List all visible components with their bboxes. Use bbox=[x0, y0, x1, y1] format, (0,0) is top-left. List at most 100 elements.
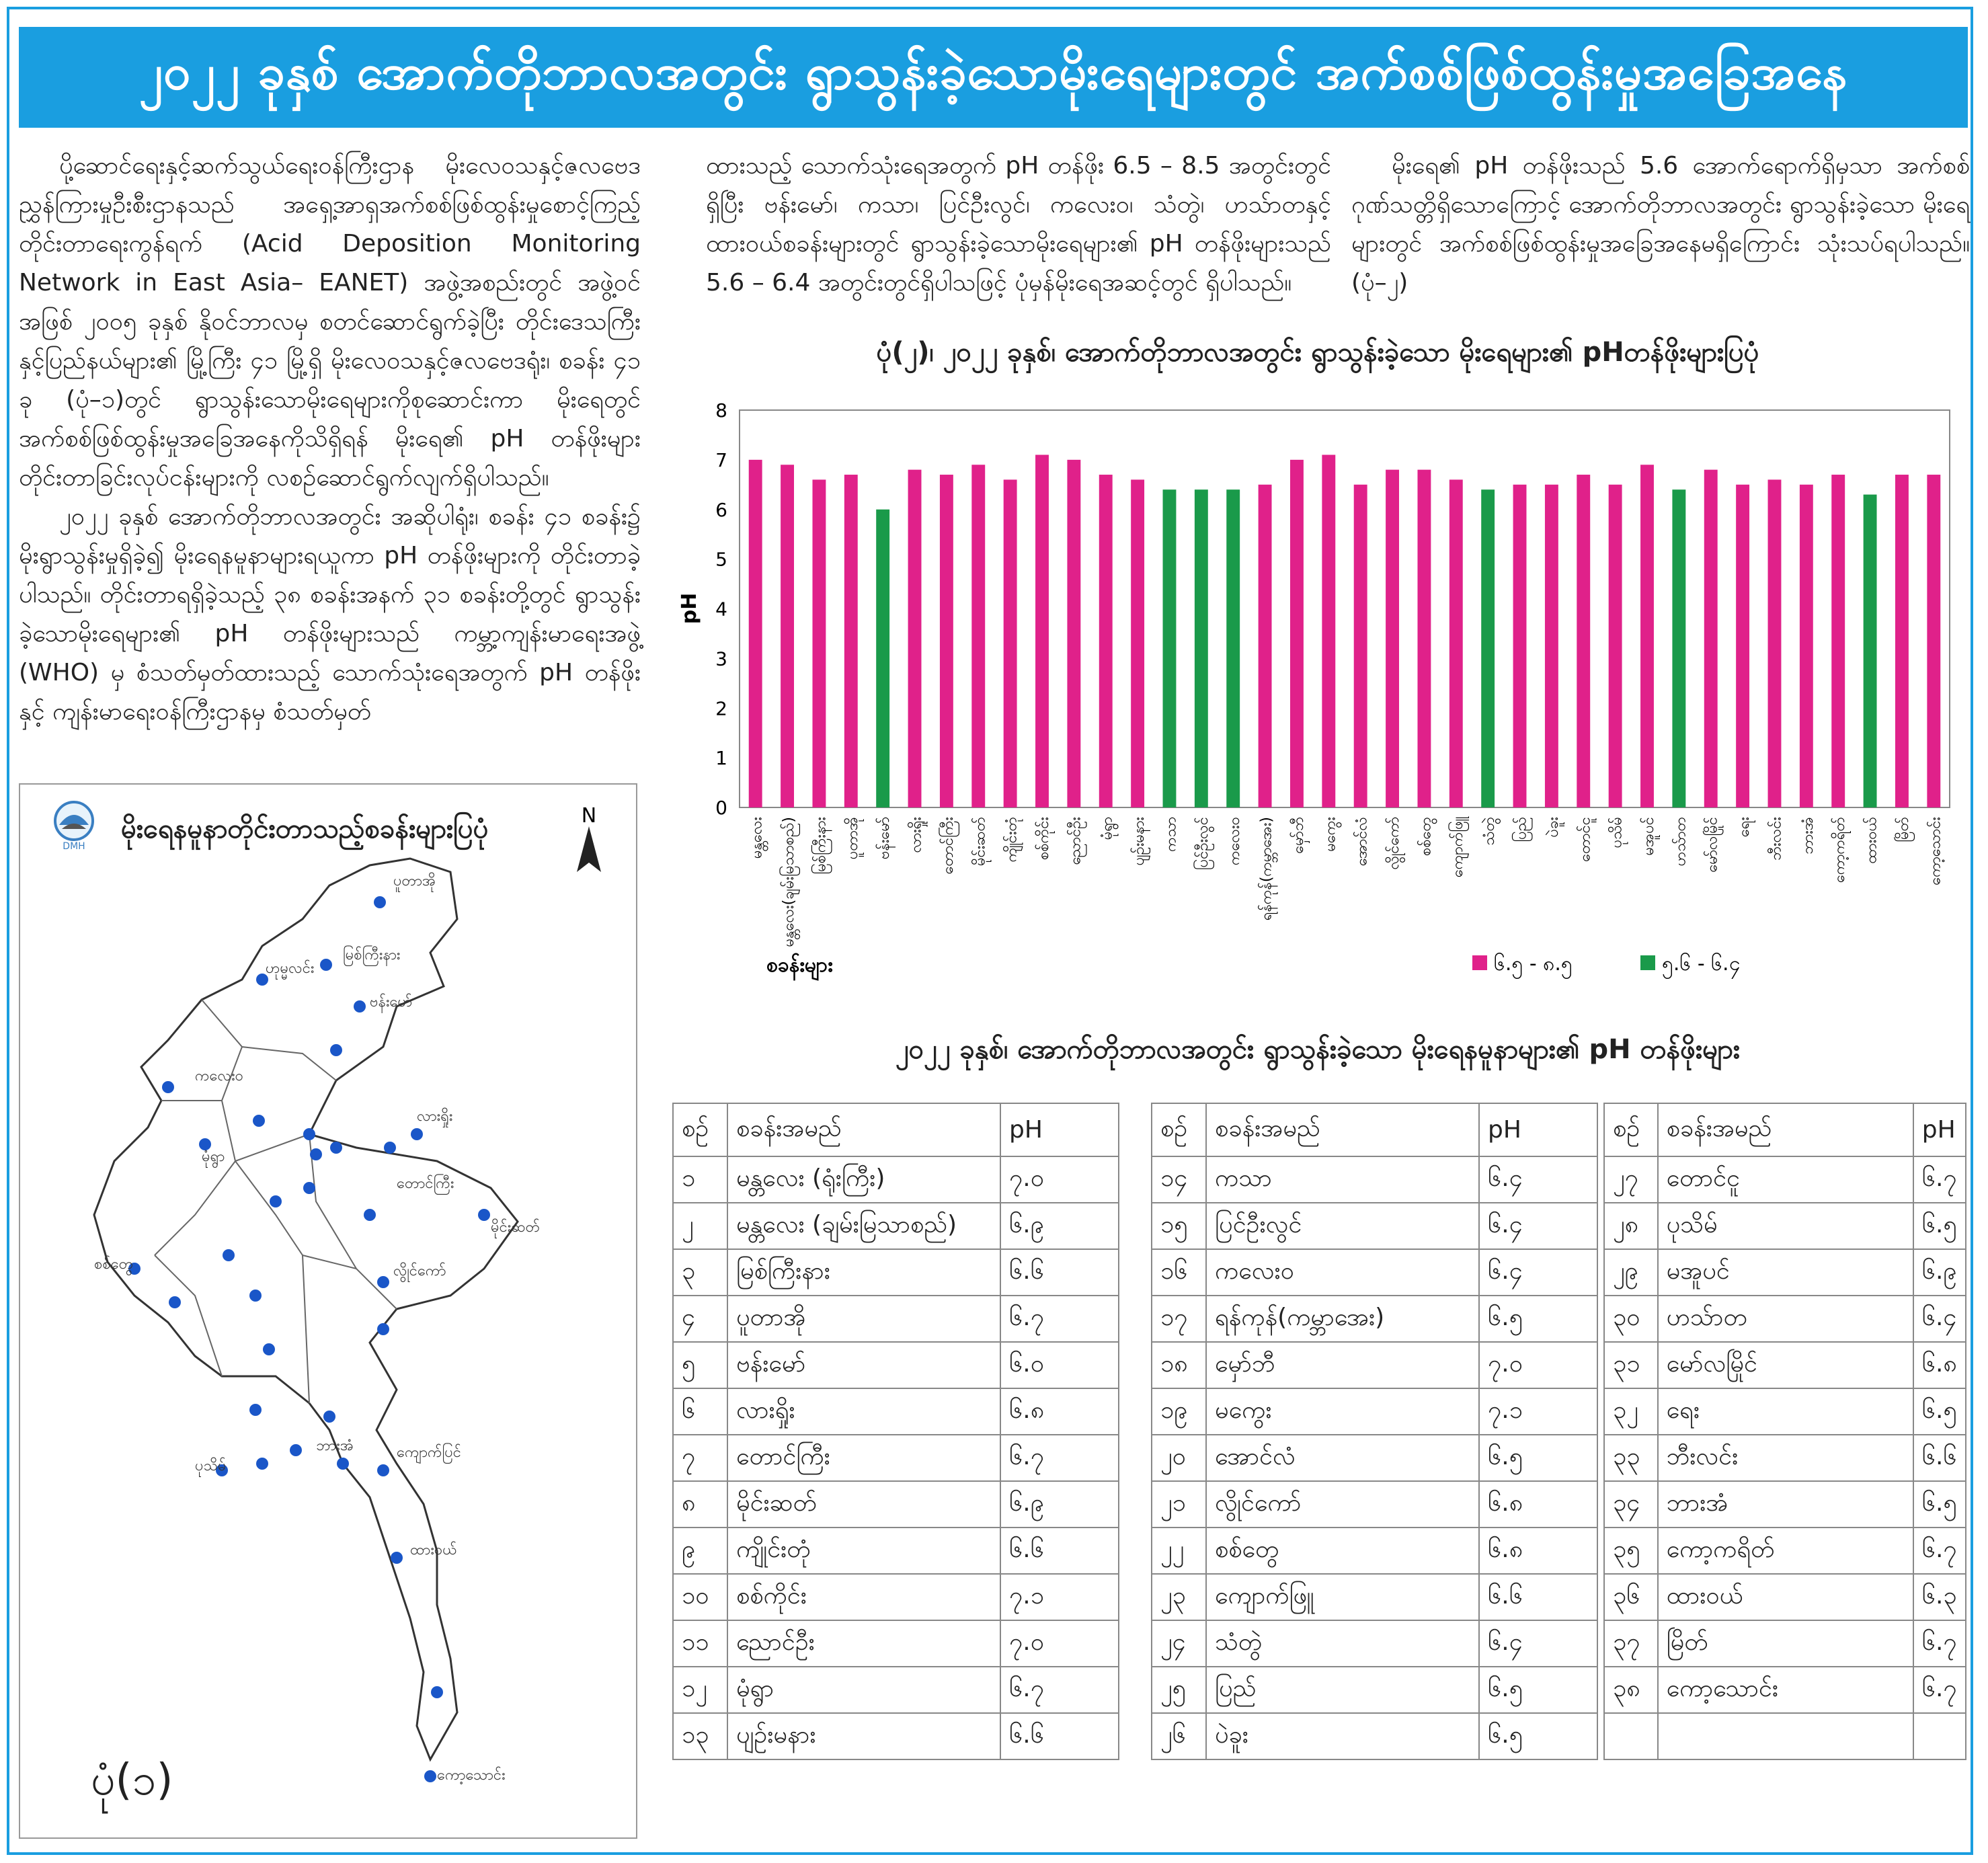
map-place-label: ဟုမ္မလင်း bbox=[266, 959, 315, 980]
chart-bar bbox=[1799, 484, 1813, 807]
chart-bar bbox=[1067, 459, 1081, 807]
x-tick-label: ထားဝယ် bbox=[1863, 817, 1880, 864]
table-row: ၆လားရှိုး ၆.၈ bbox=[672, 1388, 1119, 1435]
station-name: ကော့ကရိတ် bbox=[1657, 1527, 1914, 1575]
row-number: ၁၀ bbox=[672, 1573, 728, 1621]
chart-bar bbox=[1736, 484, 1750, 807]
x-tick-label: ကော့ကရိတ် bbox=[1831, 817, 1851, 883]
chart-bar bbox=[1003, 479, 1017, 807]
ph-value: ၆.၅ bbox=[1478, 1434, 1598, 1482]
station-name: ကျောက်ဖြူ bbox=[1205, 1573, 1480, 1621]
ph-value: ၆.၉ bbox=[1912, 1248, 1967, 1296]
ph-value: ၆.၆ bbox=[1000, 1248, 1119, 1296]
table-header-cell: စဉ် bbox=[672, 1103, 728, 1157]
ph-value: ၆.၄ bbox=[1478, 1156, 1598, 1203]
table-header-row: စဉ် စခန်းအမည် pH bbox=[1151, 1103, 1598, 1157]
ph-value: ၆.၈ bbox=[1478, 1480, 1598, 1528]
station-name: ညောင်ဦး bbox=[727, 1620, 1001, 1667]
row-number: ၃၁ bbox=[1603, 1341, 1659, 1389]
station-name: မိုင်းဆတ် bbox=[727, 1480, 1001, 1528]
ph-value: ၆.၇ bbox=[1912, 1156, 1967, 1203]
map-place-label: လားရှိုး bbox=[417, 1107, 452, 1127]
chart-svg: pH 0 1 2 3 4 5 6 7 8 မန္တလေး မန္တလေး(ချမ်းမြသာစည်… bbox=[678, 399, 1950, 982]
chart-bar bbox=[1386, 469, 1399, 807]
x-tick-label: လွိုင်ကော် bbox=[1385, 817, 1406, 870]
map-place-label: စစ်တွေ bbox=[94, 1255, 133, 1276]
ph-value: ၆.၇ bbox=[1000, 1434, 1119, 1482]
ph-value: ၆.၇ bbox=[1000, 1295, 1119, 1343]
chart-bar bbox=[1863, 494, 1877, 807]
chart-bar bbox=[1927, 475, 1941, 807]
x-tick-label: ကော့သောင်း bbox=[1926, 817, 1945, 885]
station-name: ကသာ bbox=[1205, 1156, 1480, 1203]
chart-bar bbox=[1767, 479, 1782, 807]
map-place-label: ကလေးဝ bbox=[195, 1068, 243, 1084]
row-number: ၃၂ bbox=[1603, 1388, 1659, 1435]
ph-value: ၆.၆ bbox=[1000, 1712, 1119, 1760]
map-title: မိုးရေနမူနာတိုင်းတာသည့်စခန်းများပြပုံ bbox=[121, 814, 489, 844]
station-name: ဘားအံ bbox=[1657, 1480, 1914, 1528]
row-number: ၂၈ bbox=[1603, 1202, 1659, 1250]
article-paragraph: ပို့ဆောင်ရေးနှင့်ဆက်သွယ်ရေးဝန်ကြီးဌာန မိ… bbox=[19, 152, 641, 491]
x-tick-label: ကျောက်ဖြူ bbox=[1448, 816, 1470, 877]
ph-value: ၆.၅ bbox=[1478, 1295, 1598, 1343]
chart-bar bbox=[1258, 484, 1272, 807]
row-number: ၃၀ bbox=[1603, 1295, 1659, 1343]
ph-value: ၆.၅ bbox=[1478, 1712, 1598, 1760]
table-header-cell: စဉ် bbox=[1151, 1103, 1207, 1157]
table-row: ၁၇ ရန်ကုန်(ကမ္ဘာအေး) ၆.၅ bbox=[1151, 1295, 1598, 1343]
row-number: ၂၆ bbox=[1151, 1712, 1207, 1760]
ph-value: ၆.၄ bbox=[1478, 1248, 1598, 1296]
table-row: ၂၁ လွိုင်ကော် ၆.၈ bbox=[1151, 1480, 1598, 1528]
row-number: ၁၆ bbox=[1151, 1248, 1207, 1296]
x-tick-label: ဘားအံ bbox=[1800, 817, 1817, 855]
ph-value: ၇.၁ bbox=[1478, 1388, 1598, 1435]
x-tick-label: ဗန်းမော် bbox=[875, 817, 896, 859]
row-number: ၁၅ bbox=[1151, 1202, 1207, 1250]
chart-bar bbox=[939, 475, 953, 807]
chart-bar bbox=[1608, 484, 1622, 807]
legend-swatch-b bbox=[1640, 955, 1655, 970]
ph-value: ၆.၅ bbox=[1912, 1202, 1967, 1250]
table-row: ၅ဗန်းမော် ၆.၀ bbox=[672, 1341, 1119, 1389]
row-number: ၁၉ bbox=[1151, 1388, 1207, 1435]
ph-value: ၆.၉ bbox=[1000, 1202, 1119, 1250]
row-number: ၁၇ bbox=[1151, 1295, 1207, 1343]
x-tick-label: မှော်ဘီ bbox=[1289, 817, 1310, 854]
station-name: ပဲခူး bbox=[1205, 1712, 1480, 1760]
row-number: ၆ bbox=[672, 1388, 728, 1435]
table-row: ၁၄ ကသာ ၆.၄ bbox=[1151, 1156, 1598, 1203]
x-tick-label: မြစ်ကြီးနား bbox=[811, 817, 832, 874]
table-row: ၃၅ ကော့ကရိတ် ၆.၇ bbox=[1603, 1527, 1967, 1575]
row-number: ၉ bbox=[672, 1527, 728, 1575]
table-header-cell: pH bbox=[1912, 1103, 1967, 1157]
station-name: မှော်ဘီ bbox=[1205, 1341, 1480, 1389]
row-number: ၂၄ bbox=[1151, 1620, 1207, 1667]
row-number: ၃ bbox=[672, 1248, 728, 1296]
station-name: ကော့သောင်း bbox=[1657, 1666, 1914, 1714]
table-header-cell: pH bbox=[1478, 1103, 1598, 1157]
table-row: ၁၃ ပျဉ်းမနား ၆.၆ bbox=[672, 1712, 1119, 1760]
y-tick-label: 2 bbox=[715, 697, 727, 719]
row-number: ၁၁ bbox=[672, 1620, 728, 1667]
ph-value: ၆.၆ bbox=[1478, 1573, 1598, 1621]
chart-bar bbox=[748, 459, 762, 807]
table-row: ၉ကျိုင်းတုံ ၆.၆ bbox=[672, 1527, 1119, 1575]
table-row: ၂၆ ပဲခူး ၆.၅ bbox=[1151, 1712, 1598, 1760]
chart-bar bbox=[876, 509, 890, 807]
ph-value bbox=[1912, 1712, 1967, 1760]
row-number: ၁ bbox=[672, 1156, 728, 1203]
table-row: ၂၄ သံတွဲ ၆.၄ bbox=[1151, 1620, 1598, 1667]
page-frame bbox=[7, 7, 1973, 1855]
article-paragraph: ထားသည့် သောက်သုံးရေအတွက် pH တန်ဖိုး 6.5 … bbox=[706, 152, 1331, 296]
station-name: စစ်ကိုင်း bbox=[727, 1573, 1001, 1621]
table-row: ၂မန္တလေး (ချမ်းမြသာစည်) ၆.၉ bbox=[672, 1202, 1119, 1250]
article-column-1: ပို့ဆောင်ရေးနှင့်ဆက်သွယ်ရေးဝန်ကြီးဌာန မိ… bbox=[19, 147, 641, 731]
station-name: မြစ်ကြီးနား bbox=[727, 1248, 1001, 1296]
article-column-3: မိုးရေ၏ pH တန်ဖိုးသည် 5.6 အောက်ရောက်ရှိမ… bbox=[1351, 147, 1970, 303]
ph-value: ၇.၁ bbox=[1000, 1573, 1119, 1621]
station-name: ကလေးဝ bbox=[1205, 1248, 1480, 1296]
legend-label-b: ၅.၆ - ၆.၄ bbox=[1662, 951, 1740, 980]
x-tick-label: မြိတ် bbox=[1894, 817, 1915, 842]
dmh-logo-icon: DMH bbox=[54, 801, 94, 852]
